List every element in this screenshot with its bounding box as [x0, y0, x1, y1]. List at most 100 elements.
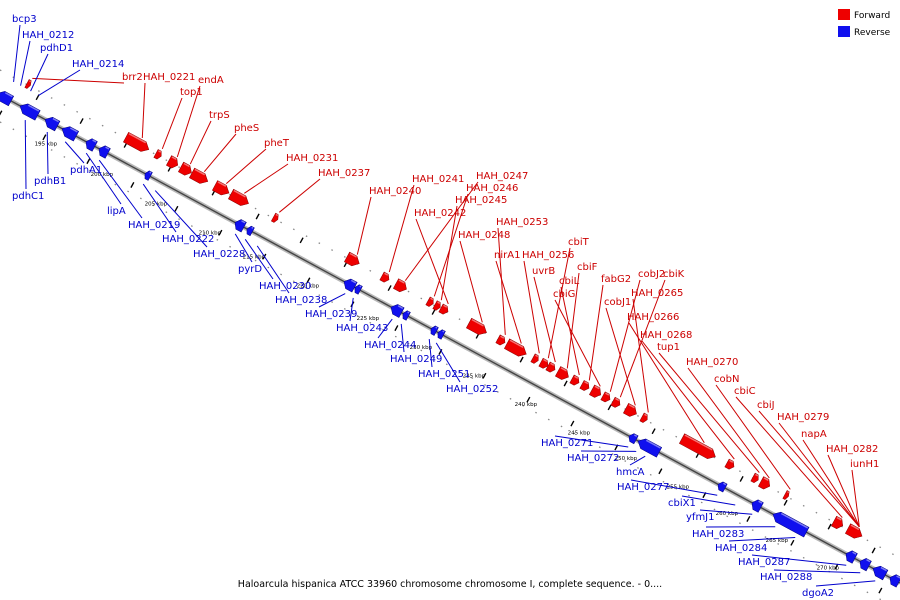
- forward-gene-label: HAH_0240: [369, 186, 421, 197]
- tick-mark: [651, 428, 656, 435]
- scale-label: 225 kbp: [357, 316, 380, 322]
- reverse-gene-feature: [98, 145, 111, 159]
- forward-gene-feature: [166, 155, 179, 169]
- reverse-gene-feature: [628, 433, 639, 445]
- forward-leader-line: [687, 367, 770, 479]
- forward-gene-label: HAH_0247: [476, 171, 528, 182]
- forward-leader-line: [566, 272, 580, 369]
- scale-label: 200 kbp: [91, 172, 114, 178]
- forward-gene-feature: [831, 515, 844, 529]
- forward-gene-label: HAH_0253: [496, 217, 548, 228]
- reverse-gene-feature: [44, 116, 61, 132]
- tick-mark: [218, 229, 223, 236]
- legend-forward-label: Forward: [854, 11, 890, 21]
- forward-leader-line: [560, 286, 580, 376]
- forward-gene-feature: [189, 167, 209, 184]
- forward-gene-label: cobJ1: [604, 297, 631, 308]
- reverse-leader-line: [244, 239, 274, 280]
- reverse-leader-line: [234, 233, 253, 263]
- reverse-gene-label: pdhA1: [70, 165, 102, 176]
- reverse-gene-feature: [19, 103, 41, 121]
- reverse-leader-line: [24, 120, 27, 190]
- forward-gene-label: trpS: [209, 110, 230, 121]
- reverse-gene-label: pdhD1: [40, 43, 73, 54]
- reverse-gene-feature: [85, 138, 98, 152]
- forward-leader-line: [440, 205, 458, 301]
- reverse-gene-label: cbiX1: [668, 498, 696, 509]
- forward-gene-feature: [569, 374, 580, 386]
- forward-leader-line: [533, 276, 556, 363]
- forward-leader-line: [244, 163, 289, 194]
- forward-gene-label: cobN: [714, 374, 739, 385]
- tick-mark: [0, 110, 3, 116]
- forward-gene-feature: [589, 384, 602, 398]
- forward-leader-line: [523, 260, 540, 354]
- reverse-gene-labels: bcp3 HAH_0212 pdhD1 HAH_0214 pdhC1 pdhB1 pdhA1…: [12, 14, 876, 599]
- tick-mark: [739, 475, 744, 482]
- forward-gene-feature: [270, 212, 279, 223]
- scale-label: 220 kbp: [297, 284, 320, 290]
- reverse-gene-label: pyrD: [238, 264, 262, 275]
- forward-gene-label: HAH_0282: [826, 444, 878, 455]
- reverse-gene-label: HAH_0238: [275, 295, 327, 306]
- reverse-gene-label: HAH_0243: [336, 323, 388, 334]
- forward-gene-label: iunH1: [850, 459, 879, 470]
- reverse-gene-label: HAH_0214: [72, 59, 124, 70]
- scale-label: 210 kbp: [199, 231, 222, 237]
- forward-gene-label: cbiF: [577, 262, 598, 273]
- reverse-leader-line: [64, 141, 85, 164]
- forward-gene-feature: [178, 161, 192, 176]
- tick-mark: [658, 468, 663, 475]
- forward-gene-label: endA: [198, 75, 224, 86]
- forward-gene-label: brr2: [122, 72, 143, 83]
- forward-leader-line: [547, 247, 571, 359]
- forward-gene-label: HAH_0279: [777, 412, 829, 423]
- reverse-leader-line: [428, 339, 433, 368]
- forward-leader-line: [278, 178, 321, 213]
- forward-gene-label: fabG2: [601, 274, 631, 285]
- forward-gene-feature: [623, 403, 637, 417]
- reverse-gene-label: bcp3: [12, 14, 37, 25]
- forward-gene-feature: [495, 334, 506, 346]
- reverse-gene-feature: [234, 219, 247, 233]
- reverse-gene-feature: [859, 558, 872, 572]
- forward-gene-label: cbiG: [553, 289, 575, 300]
- forward-leader-line: [641, 340, 735, 460]
- reverse-leader-line: [256, 245, 290, 294]
- reverse-gene-label: HAH_0277: [617, 482, 669, 493]
- forward-leader-line: [404, 181, 479, 281]
- forward-gene-feature: [724, 458, 735, 470]
- legend-reverse-label: Reverse: [854, 28, 891, 38]
- tick-mark: [519, 356, 524, 363]
- reverse-gene-feature: [889, 574, 900, 588]
- forward-leader-line: [609, 279, 641, 392]
- forward-leader-line: [141, 82, 146, 139]
- forward-gene-feature: [379, 271, 390, 283]
- reverse-leader-line: [30, 53, 49, 92]
- reverse-gene-label: HAH_0239: [305, 309, 357, 320]
- reverse-leader-line: [728, 537, 796, 542]
- forward-gene-feature: [538, 357, 549, 369]
- tick-mark: [570, 420, 575, 427]
- reverse-gene-feature: [61, 126, 80, 142]
- forward-gene-feature: [153, 149, 162, 160]
- forward-gene-label: HAH_0241: [412, 174, 464, 185]
- reverse-leader-line: [400, 323, 405, 353]
- reverse-gene-label: HAH_0284: [715, 543, 767, 554]
- forward-gene-label: cbiJ: [757, 400, 775, 411]
- forward-gene-feature: [393, 278, 407, 293]
- scale-label: 205 kbp: [145, 201, 168, 207]
- tick-mark: [130, 182, 135, 188]
- forward-leader-line: [588, 284, 604, 381]
- tick-mark: [42, 134, 47, 141]
- forward-gene-label: HAH_0248: [458, 230, 510, 241]
- reverse-leader-line: [98, 159, 143, 219]
- reverse-gene-label: hmcA: [616, 467, 645, 478]
- tick-mark: [827, 523, 832, 530]
- forward-leader-line: [778, 422, 860, 528]
- scale-label: 245 kbp: [568, 431, 591, 437]
- scale-label: 250 kbp: [615, 456, 638, 462]
- forward-gene-label: HAH_0268: [640, 330, 692, 341]
- scale-labels: 195 kbp 200 kbp 205 kbp 210 kbp 215 kbp 220 k…: [35, 142, 840, 572]
